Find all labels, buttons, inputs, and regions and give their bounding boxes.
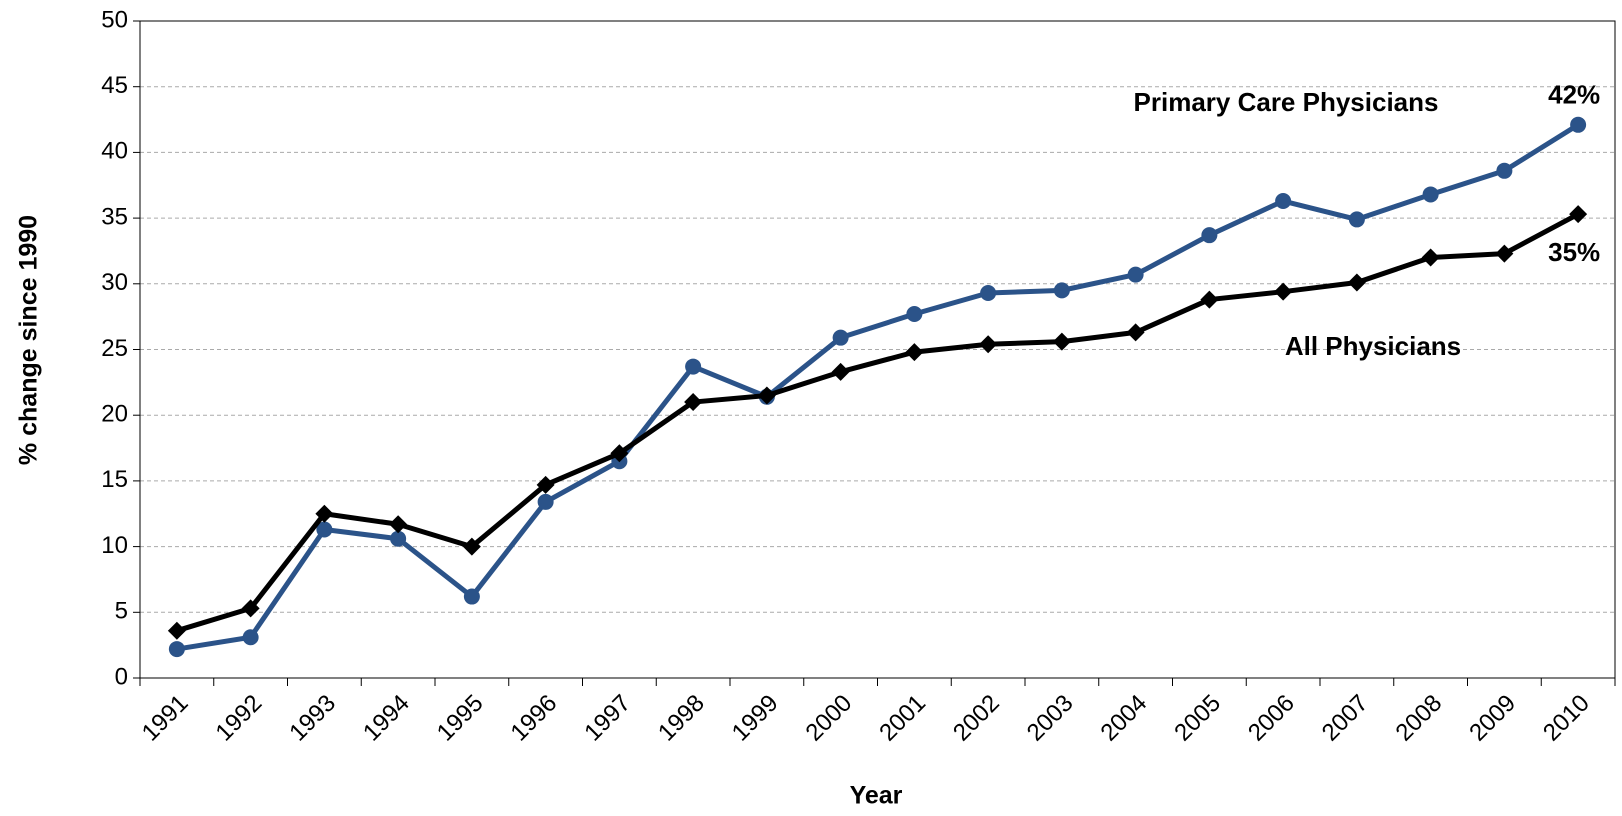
x-tick-label: 1998 [653,690,710,747]
y-tick-label: 20 [101,401,128,428]
point [1348,211,1365,228]
series-label: Primary Care Physicians [1134,87,1439,117]
y-tick-label: 35 [101,203,128,230]
point [168,641,185,658]
point [1274,282,1293,301]
y-tick-label: 15 [101,466,128,493]
y-tick-label: 50 [101,6,128,33]
point [1569,205,1588,224]
y-axis-title: % change since 1990 [15,215,43,465]
point [757,386,776,405]
point [610,444,629,463]
y-tick-label: 5 [115,598,128,625]
point [1347,273,1366,292]
point [315,504,334,523]
x-tick-label: 2004 [1096,690,1153,747]
point [832,329,849,346]
point [684,393,703,412]
x-tick-label: 1997 [579,690,636,747]
x-tick-label: 2006 [1243,690,1300,747]
x-tick-label: 2009 [1464,690,1521,747]
point [685,358,702,375]
y-tick-label: 40 [101,138,128,165]
point [1200,290,1219,309]
y-tick-label: 45 [101,72,128,99]
point [316,521,333,538]
point [1422,186,1439,203]
x-tick-label: 1994 [358,690,415,747]
point [1495,244,1514,263]
x-tick-label: 2007 [1317,690,1374,747]
y-tick-label: 10 [101,532,128,559]
y-tick-label: 25 [101,335,128,362]
series-label: All Physicians [1285,331,1461,361]
x-tick-label: 1992 [211,690,268,747]
point [979,335,998,354]
point [167,621,186,640]
data-label: 42% [1548,80,1600,110]
point [1421,248,1440,267]
point [390,530,407,547]
x-tick-label: 1999 [727,690,784,747]
x-axis-title: Year [850,782,903,810]
point [1275,193,1292,210]
point [905,343,924,362]
x-tick-label: 1991 [137,690,194,747]
x-tick-label: 1995 [432,690,489,747]
point [462,537,481,556]
point [463,588,480,605]
point [906,306,923,323]
point [1052,332,1071,351]
x-tick-label: 2002 [948,690,1005,747]
x-tick-label: 2001 [874,690,931,747]
point [1053,282,1070,299]
x-tick-label: 2000 [801,690,858,747]
point [980,284,997,301]
point [1126,323,1145,342]
y-tick-label: 30 [101,269,128,296]
point [831,362,850,381]
series-line [176,122,1580,652]
y-tick-label: 0 [115,663,128,690]
point [537,493,554,510]
point [1496,162,1513,179]
x-tick-label: 2008 [1391,690,1448,747]
point [1201,227,1218,244]
point [1570,116,1587,133]
point [242,629,259,646]
series-line [176,211,1580,634]
point [389,515,408,534]
point [241,599,260,618]
point [1127,266,1144,283]
x-tick-label: 2003 [1022,690,1079,747]
x-tick-label: 2010 [1538,690,1595,747]
data-label: 35% [1548,237,1600,267]
x-tick-label: 2005 [1169,690,1226,747]
x-tick-label: 1993 [284,690,341,747]
x-tick-label: 1996 [506,690,563,747]
point [536,475,555,494]
